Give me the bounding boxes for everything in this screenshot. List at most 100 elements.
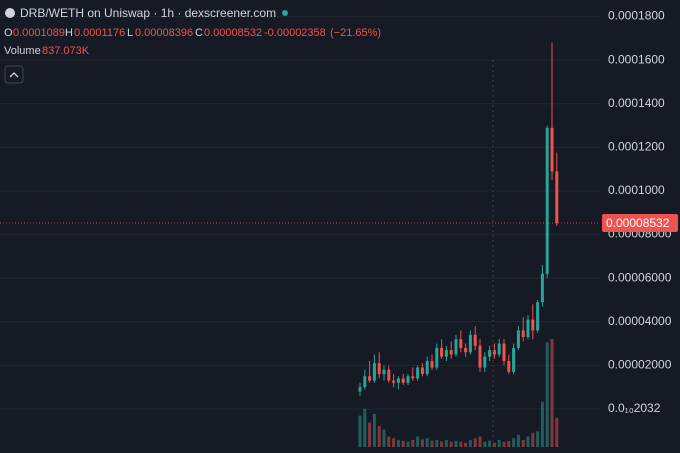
volume-bar	[526, 436, 530, 447]
volume-bar	[497, 440, 501, 447]
collapse-button[interactable]	[4, 65, 24, 84]
volume-bar	[420, 439, 424, 447]
candle-body	[531, 319, 535, 331]
high-label: H	[65, 27, 73, 39]
volume-bar	[363, 408, 367, 447]
marks	[0, 42, 600, 447]
last-price-box	[602, 213, 678, 232]
y-tick-label: 0.0001600	[608, 52, 665, 66]
candle-body	[444, 350, 448, 357]
volume-bar	[468, 440, 472, 447]
candle-body	[550, 127, 554, 172]
close-value: 0.00008532	[204, 27, 262, 39]
candle-body	[449, 350, 453, 355]
volume-bar	[454, 440, 458, 447]
candle-body	[372, 363, 376, 381]
status-dot	[282, 10, 288, 16]
candle-body	[502, 343, 506, 362]
volume-bar	[430, 440, 434, 447]
volume-bar	[396, 440, 400, 447]
candle-body	[488, 350, 492, 357]
candle-body	[416, 367, 420, 379]
candle-body	[464, 347, 468, 353]
close-label: C	[195, 27, 203, 39]
volume-bar	[435, 440, 439, 447]
volume-bar	[425, 438, 429, 447]
y-tick-label: 0.0₁₀2032	[608, 401, 661, 415]
candle-body	[526, 319, 530, 338]
volume-bar	[512, 438, 516, 447]
volume-value: 837.073K	[42, 45, 90, 57]
candle-body	[468, 334, 472, 353]
low-label: L	[127, 27, 133, 39]
change-value: -0.00002358	[264, 27, 326, 39]
volume-bar	[449, 441, 453, 447]
volume-bar	[492, 442, 496, 447]
y-tick-label: 0.00002000	[608, 358, 672, 372]
volume-bar	[540, 401, 544, 447]
open-value: 0.0001089	[13, 27, 65, 39]
volume-bar	[545, 342, 549, 447]
volume-bar	[368, 422, 372, 447]
collapse-icon	[9, 72, 19, 78]
volume-bar	[473, 438, 477, 447]
chart-title: DRB/WETH on Uniswap · 1h · dexscreener.c…	[20, 6, 276, 20]
low-value: 0.00008396	[135, 27, 193, 39]
volume-bar	[392, 438, 396, 447]
candle-body	[521, 330, 525, 338]
candle-body	[392, 380, 396, 383]
candle-body	[512, 347, 516, 372]
volume-bar	[464, 442, 468, 447]
candle-body	[411, 376, 415, 379]
candle-body	[358, 387, 362, 392]
y-tick-label: 0.00004000	[608, 314, 672, 328]
y-tick-label: 0.0001800	[608, 9, 665, 23]
candle-body	[430, 361, 434, 368]
y-tick-label: 0.0001000	[608, 183, 665, 197]
volume-bar	[444, 440, 448, 447]
candle-body	[377, 363, 381, 375]
candle-body	[387, 369, 391, 381]
volume-bar	[478, 436, 482, 447]
candle-body	[536, 302, 540, 331]
candle-body	[483, 356, 487, 368]
volume-bar	[536, 431, 540, 447]
volume-bar	[387, 436, 391, 447]
volume-bar	[483, 441, 487, 447]
volume-bar	[401, 440, 405, 447]
volume-bar	[502, 441, 506, 447]
candle-body	[382, 369, 386, 375]
change-percent: (−21.65%)	[330, 27, 381, 39]
labels: 0.0₁₀2032 0.00002000 0.00004000 0.00006000 0…	[602, 9, 678, 415]
candle-body	[478, 345, 482, 368]
ohlc-legend: O 0.0001089 H 0.0001176 L 0.00008396 C 0…	[4, 27, 381, 39]
candle-body	[459, 339, 463, 348]
volume-bar	[516, 434, 520, 447]
candle-body	[425, 361, 429, 375]
candle-body	[492, 350, 496, 355]
volume-bar	[382, 429, 386, 447]
candle-body	[435, 347, 439, 368]
candle-body	[363, 376, 367, 388]
candle-body	[473, 334, 477, 346]
candle-body	[396, 378, 400, 383]
last-price-label: 0.00008532	[606, 216, 670, 230]
candle-body	[516, 330, 520, 348]
open-label: O	[4, 27, 13, 39]
volume-bar	[358, 415, 362, 447]
candle-body	[420, 367, 424, 375]
candle-body	[454, 339, 458, 355]
volume-title: Volume	[4, 45, 41, 57]
volume-bar	[507, 441, 511, 447]
candle-body	[401, 378, 405, 383]
volume-bar	[416, 436, 420, 447]
volume-bar	[531, 433, 535, 447]
y-tick-label: 0.0001200	[608, 140, 665, 154]
y-tick-label: 0.0001400	[608, 96, 665, 110]
volume-bar	[555, 417, 559, 447]
grid	[0, 16, 600, 410]
volume-bar	[440, 441, 444, 447]
y-tick-label: 0.00006000	[608, 270, 672, 284]
